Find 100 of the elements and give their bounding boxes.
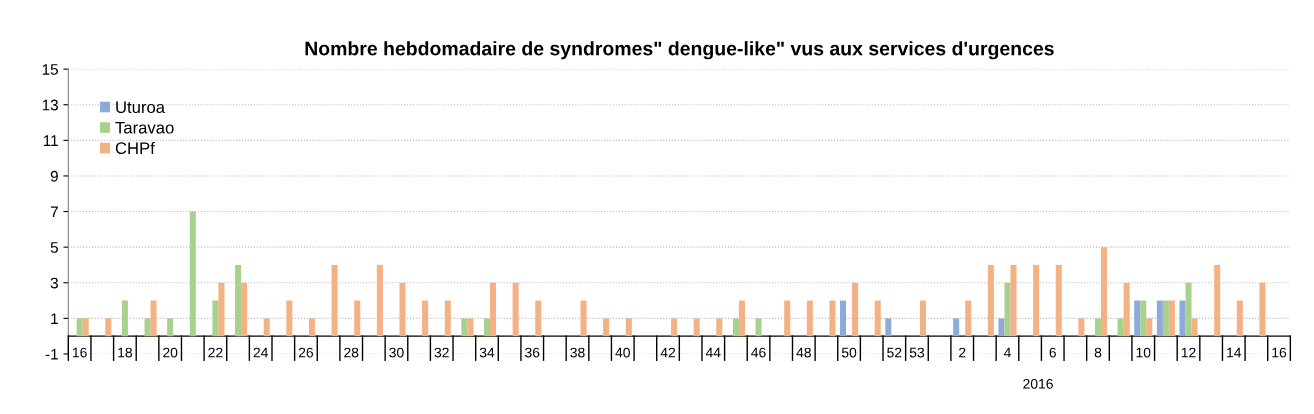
x-tick-label: 24 xyxy=(253,347,268,358)
x-tick-label: 42 xyxy=(660,347,676,358)
bar xyxy=(738,300,745,337)
bar xyxy=(1117,318,1124,337)
bar xyxy=(399,282,406,337)
x-tick-label: 22 xyxy=(208,347,223,358)
x-tick-label: 16 xyxy=(72,347,87,358)
bar xyxy=(1185,282,1192,337)
bar xyxy=(1123,282,1130,337)
bar xyxy=(1156,300,1163,337)
bar xyxy=(829,300,836,337)
bar xyxy=(422,300,429,337)
bar xyxy=(212,300,219,337)
bar xyxy=(1146,318,1153,337)
bar xyxy=(82,318,89,337)
bar xyxy=(1134,300,1141,337)
legend-label: Uturoa xyxy=(116,101,166,114)
x-tick-label: 32 xyxy=(434,347,449,358)
y-tick-label: 5 xyxy=(50,242,58,253)
x-tick-label: 16 xyxy=(1272,347,1287,358)
bar xyxy=(490,282,497,337)
bar xyxy=(965,300,972,337)
bar xyxy=(376,264,383,337)
bar xyxy=(241,282,248,337)
x-tick-label: 10 xyxy=(1136,347,1151,358)
bar xyxy=(716,318,723,337)
bar xyxy=(671,318,678,337)
x-tick-label: 52 xyxy=(887,347,902,358)
y-tick-label: 11 xyxy=(43,135,58,146)
bar xyxy=(467,318,474,337)
legend-label: Taravao xyxy=(115,121,174,134)
x-tick-label: 18 xyxy=(118,347,133,358)
x-tick-label: 4 xyxy=(1003,347,1011,358)
x-tick-label: 53 xyxy=(909,347,925,358)
bar xyxy=(121,300,128,337)
bar xyxy=(167,318,174,337)
bar xyxy=(1078,318,1085,337)
bar xyxy=(1179,300,1186,337)
bar xyxy=(354,300,361,337)
bar xyxy=(1094,318,1102,337)
bar xyxy=(874,300,881,337)
x-tick-label: 40 xyxy=(615,347,630,358)
y-tick-label: 3 xyxy=(50,277,58,289)
bar xyxy=(144,318,151,337)
bar xyxy=(1236,300,1243,337)
bar xyxy=(1162,300,1169,337)
text: 2016 xyxy=(1023,378,1053,389)
bar xyxy=(953,318,960,337)
bar xyxy=(461,318,468,337)
bar xyxy=(263,318,270,337)
x-tick-label: 26 xyxy=(298,347,314,358)
x-tick-label: 46 xyxy=(751,347,766,358)
x-tick-label: 36 xyxy=(525,347,540,358)
bar xyxy=(105,318,112,337)
bar xyxy=(755,318,762,337)
y-tick-label: 1 xyxy=(51,313,58,324)
x-tick-label: 38 xyxy=(570,347,585,358)
bar xyxy=(535,300,542,337)
legend-label: CHPf xyxy=(115,141,155,155)
bar xyxy=(512,282,519,337)
x-tick-label: 30 xyxy=(389,347,404,358)
y-tick-label: 15 xyxy=(42,64,58,75)
x-tick-label: 20 xyxy=(163,347,178,358)
bar xyxy=(1101,247,1108,337)
bar xyxy=(625,318,632,337)
bar xyxy=(919,300,926,337)
x-tick-label: 14 xyxy=(1227,347,1242,358)
bar xyxy=(852,282,859,337)
x-tick-label: 6 xyxy=(1049,347,1056,358)
y-tick-label: 7 xyxy=(50,206,58,218)
bar xyxy=(1004,282,1011,337)
bar xyxy=(331,264,338,337)
x-tick-label: 2 xyxy=(959,347,966,358)
bar xyxy=(150,300,157,337)
x-tick-label: 44 xyxy=(705,347,721,358)
bar xyxy=(784,300,791,337)
bar xyxy=(1140,300,1147,337)
chart-title: Nombre hebdomadaire de syndromes" dengue-like" vus aux services d'urgences xyxy=(305,41,1054,60)
bar xyxy=(1259,282,1266,337)
x-tick-label: 12 xyxy=(1181,347,1196,358)
bar xyxy=(218,282,225,337)
bar xyxy=(693,318,700,337)
bar xyxy=(286,300,293,337)
bar xyxy=(1033,264,1040,337)
bar xyxy=(1191,318,1198,337)
x-tick-label: 48 xyxy=(796,347,811,358)
bar xyxy=(1214,264,1221,337)
y-tick-label: -1 xyxy=(45,349,58,360)
x-tick-label: 34 xyxy=(479,347,495,358)
x-tick-label: 8 xyxy=(1094,347,1102,358)
bar xyxy=(998,318,1005,337)
bar xyxy=(603,318,610,337)
bar xyxy=(308,318,315,337)
bar xyxy=(885,318,892,337)
bar xyxy=(987,264,994,337)
bar xyxy=(806,300,813,337)
x-tick-label: 28 xyxy=(344,347,359,358)
bar xyxy=(840,300,847,337)
bar xyxy=(1010,264,1017,337)
bar xyxy=(580,300,587,337)
